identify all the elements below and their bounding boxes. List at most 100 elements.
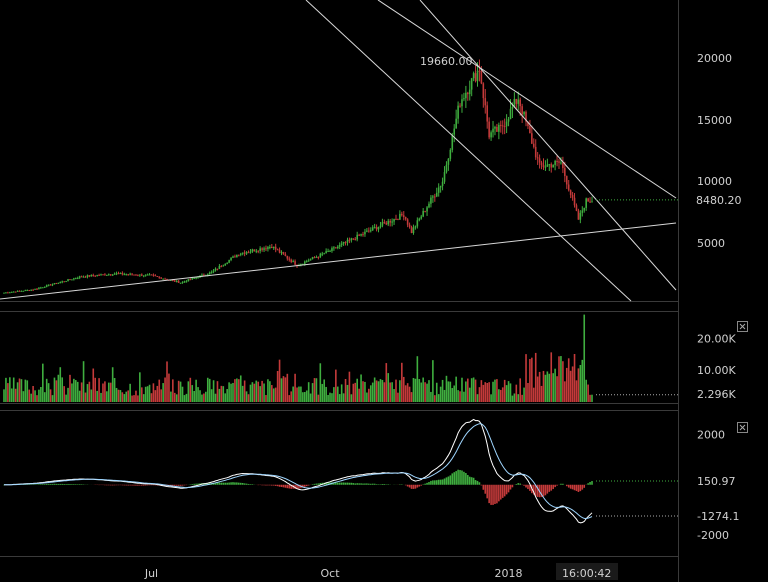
volume-bar xyxy=(45,378,48,402)
price-candle xyxy=(499,120,502,133)
macd-histogram-bar xyxy=(305,484,308,487)
price-candle xyxy=(498,122,500,140)
price-candle xyxy=(67,278,69,282)
volume-bar xyxy=(255,380,258,402)
trend-line[interactable] xyxy=(305,0,632,302)
macd-histogram-bar xyxy=(412,484,415,489)
price-candle xyxy=(307,258,310,262)
volume-bar xyxy=(498,389,500,402)
price-candle xyxy=(257,250,260,254)
price-candle xyxy=(224,263,227,266)
volume-bar xyxy=(579,364,582,402)
volume-bar xyxy=(67,387,69,402)
volume-bar xyxy=(40,387,42,402)
volume-bar xyxy=(61,377,64,402)
price-candle xyxy=(544,160,547,172)
volume-bar xyxy=(393,389,395,402)
volume-bar xyxy=(484,382,487,402)
volume-bar xyxy=(189,377,192,402)
macd-histogram-bar xyxy=(342,482,345,485)
volume-tick-label: 20.00K xyxy=(697,332,736,345)
macd-histogram-bar xyxy=(276,484,279,487)
trend-line[interactable] xyxy=(419,0,677,291)
price-candle xyxy=(546,158,549,167)
price-candle xyxy=(259,246,261,254)
volume-bar xyxy=(113,378,116,402)
price-candle xyxy=(331,246,333,253)
price-candle xyxy=(420,214,423,220)
trend-line[interactable] xyxy=(377,0,677,199)
price-candle xyxy=(354,237,357,241)
price-candle xyxy=(57,282,60,284)
volume-bar xyxy=(65,394,67,402)
volume-bar xyxy=(311,383,314,402)
price-candle xyxy=(75,277,77,280)
price-candle xyxy=(189,278,192,281)
price-candle xyxy=(430,195,432,208)
macd-histogram-bar xyxy=(468,476,471,485)
volume-bar xyxy=(32,385,34,402)
volume-panel[interactable] xyxy=(3,314,678,402)
macd-panel[interactable] xyxy=(3,418,678,524)
volume-bar xyxy=(496,379,498,402)
price-candle xyxy=(395,214,397,220)
macd-histogram-bar xyxy=(368,483,370,485)
last-price-label: 8480.20 xyxy=(696,194,742,207)
volume-bar xyxy=(216,381,219,402)
volume-bar xyxy=(269,381,271,402)
price-candle xyxy=(203,273,205,276)
volume-bar xyxy=(214,393,217,402)
volume-bar xyxy=(585,379,587,402)
price-candle xyxy=(472,71,475,82)
macd-histogram-bar xyxy=(381,484,384,485)
volume-bar xyxy=(565,367,568,402)
macd-histogram-bar xyxy=(267,484,269,486)
macd-histogram-bar xyxy=(288,484,291,489)
macd-histogram-bar xyxy=(375,484,378,485)
volume-bar xyxy=(10,388,13,402)
volume-bar xyxy=(14,388,17,402)
volume-bar xyxy=(263,383,265,402)
price-candle xyxy=(333,246,335,251)
volume-close-button[interactable] xyxy=(737,321,748,332)
volume-bar xyxy=(51,395,54,402)
price-candle xyxy=(311,256,314,260)
price-candle xyxy=(45,284,48,288)
price-candle xyxy=(461,94,463,113)
price-candle xyxy=(556,155,558,167)
price-candle xyxy=(410,225,413,234)
volume-bar xyxy=(395,379,397,402)
volume-bar xyxy=(426,383,428,402)
volume-bar xyxy=(154,390,157,402)
macd-histogram-bar xyxy=(550,484,553,491)
price-candle xyxy=(338,242,341,250)
price-candle xyxy=(78,275,81,280)
price-candle xyxy=(14,291,17,293)
macd-histogram-bar xyxy=(554,484,556,488)
macd-histogram-bar xyxy=(284,484,287,488)
volume-bar xyxy=(158,379,161,402)
price-candle xyxy=(71,279,73,281)
macd-histogram-bar xyxy=(366,483,368,485)
volume-bar xyxy=(348,371,351,402)
price-candle xyxy=(455,109,457,129)
price-candle xyxy=(434,193,436,202)
volume-bar xyxy=(470,378,473,402)
volume-bar xyxy=(513,393,516,402)
macd-histogram-bar xyxy=(49,483,52,485)
volume-bar xyxy=(224,393,227,402)
macd-histogram-bar xyxy=(523,484,525,486)
price-candle xyxy=(28,289,31,291)
time-axis: Jul Oct 2018 xyxy=(144,567,523,580)
price-candle xyxy=(449,148,452,162)
macd-histogram-bar xyxy=(51,483,54,485)
trend-line[interactable] xyxy=(0,222,677,300)
price-panel[interactable] xyxy=(0,0,678,302)
volume-bar xyxy=(532,387,535,402)
macd-close-button[interactable] xyxy=(737,422,748,433)
price-candle xyxy=(185,280,188,283)
volume-bar xyxy=(465,381,467,402)
high-annotation: 19660.00 xyxy=(420,55,473,68)
volume-bar xyxy=(542,370,545,402)
volume-bar xyxy=(416,356,419,402)
